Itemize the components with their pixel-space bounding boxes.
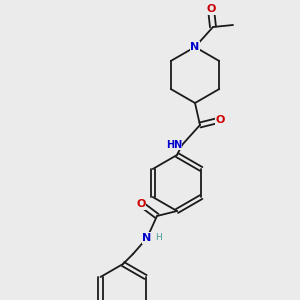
Text: N: N (190, 42, 200, 52)
Text: O: O (206, 4, 216, 14)
Text: O: O (136, 199, 146, 209)
Text: H: H (155, 233, 162, 242)
Text: O: O (215, 115, 225, 125)
Text: HN: HN (166, 140, 182, 150)
Text: N: N (142, 233, 152, 243)
